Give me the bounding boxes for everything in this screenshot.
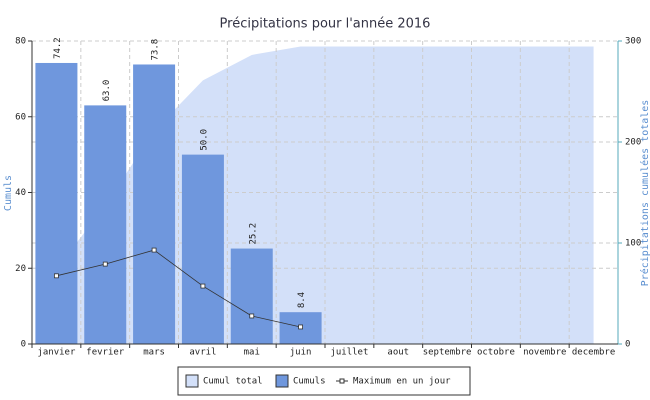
data-label: 63.0 (102, 80, 112, 102)
legend-label: Maximum en un jour (353, 377, 451, 387)
y-tick-label: 40 (15, 188, 26, 198)
legend-swatch (185, 374, 199, 388)
data-label: 25.2 (248, 223, 258, 245)
marker (102, 261, 108, 267)
line (56, 249, 301, 328)
data-label: 8.4 (297, 292, 307, 308)
x-tick-label: janvier (37, 348, 76, 358)
x-tick-label: juin (290, 348, 312, 358)
legend-label: Cumuls (293, 377, 326, 387)
data-label: 50.0 (199, 129, 209, 151)
y-tick-label: 80 (15, 37, 26, 47)
marker (200, 283, 206, 289)
data-label: 73.8 (151, 39, 161, 61)
x-tick-label: decembre (572, 348, 615, 358)
x-tick-label: septembre (423, 348, 472, 358)
data-label: 74.2 (53, 37, 63, 59)
x-tick-label: aout (387, 348, 409, 358)
x-tick-label: juillet (330, 348, 368, 358)
x-tick-label: avril (189, 348, 216, 358)
legend-box (177, 366, 471, 396)
x-tick-label: octobre (477, 348, 515, 358)
marker (298, 324, 303, 330)
y2-tick-label: 200 (625, 138, 641, 148)
legend-label: Cumul total (203, 377, 263, 387)
marker (249, 313, 255, 319)
bar (181, 154, 224, 344)
bar (35, 62, 78, 344)
y2-axis-label: Précipitations cumulées totales (639, 100, 650, 287)
y2-tick-label: 0 (625, 340, 630, 350)
y-axis-label: Cumuls (3, 175, 14, 211)
y2-tick-label: 300 (625, 37, 641, 47)
legend-swatch (275, 374, 289, 388)
marker (54, 273, 59, 279)
chart-title: Précipitations pour l'année 2016 (220, 17, 431, 32)
y-tick-label: 20 (15, 264, 26, 274)
y-tick-label: 60 (15, 112, 26, 122)
bar (133, 64, 176, 345)
bar (84, 105, 127, 344)
x-tick-label: novembre (523, 348, 566, 358)
marker (151, 247, 157, 253)
bar (230, 248, 273, 344)
x-tick-label: mai (244, 348, 260, 358)
y-tick-label: 0 (21, 340, 26, 350)
x-tick-label: fevrier (86, 348, 125, 358)
legend-swatch (339, 378, 345, 384)
x-tick-label: mars (143, 348, 165, 358)
y2-tick-label: 100 (625, 239, 641, 249)
